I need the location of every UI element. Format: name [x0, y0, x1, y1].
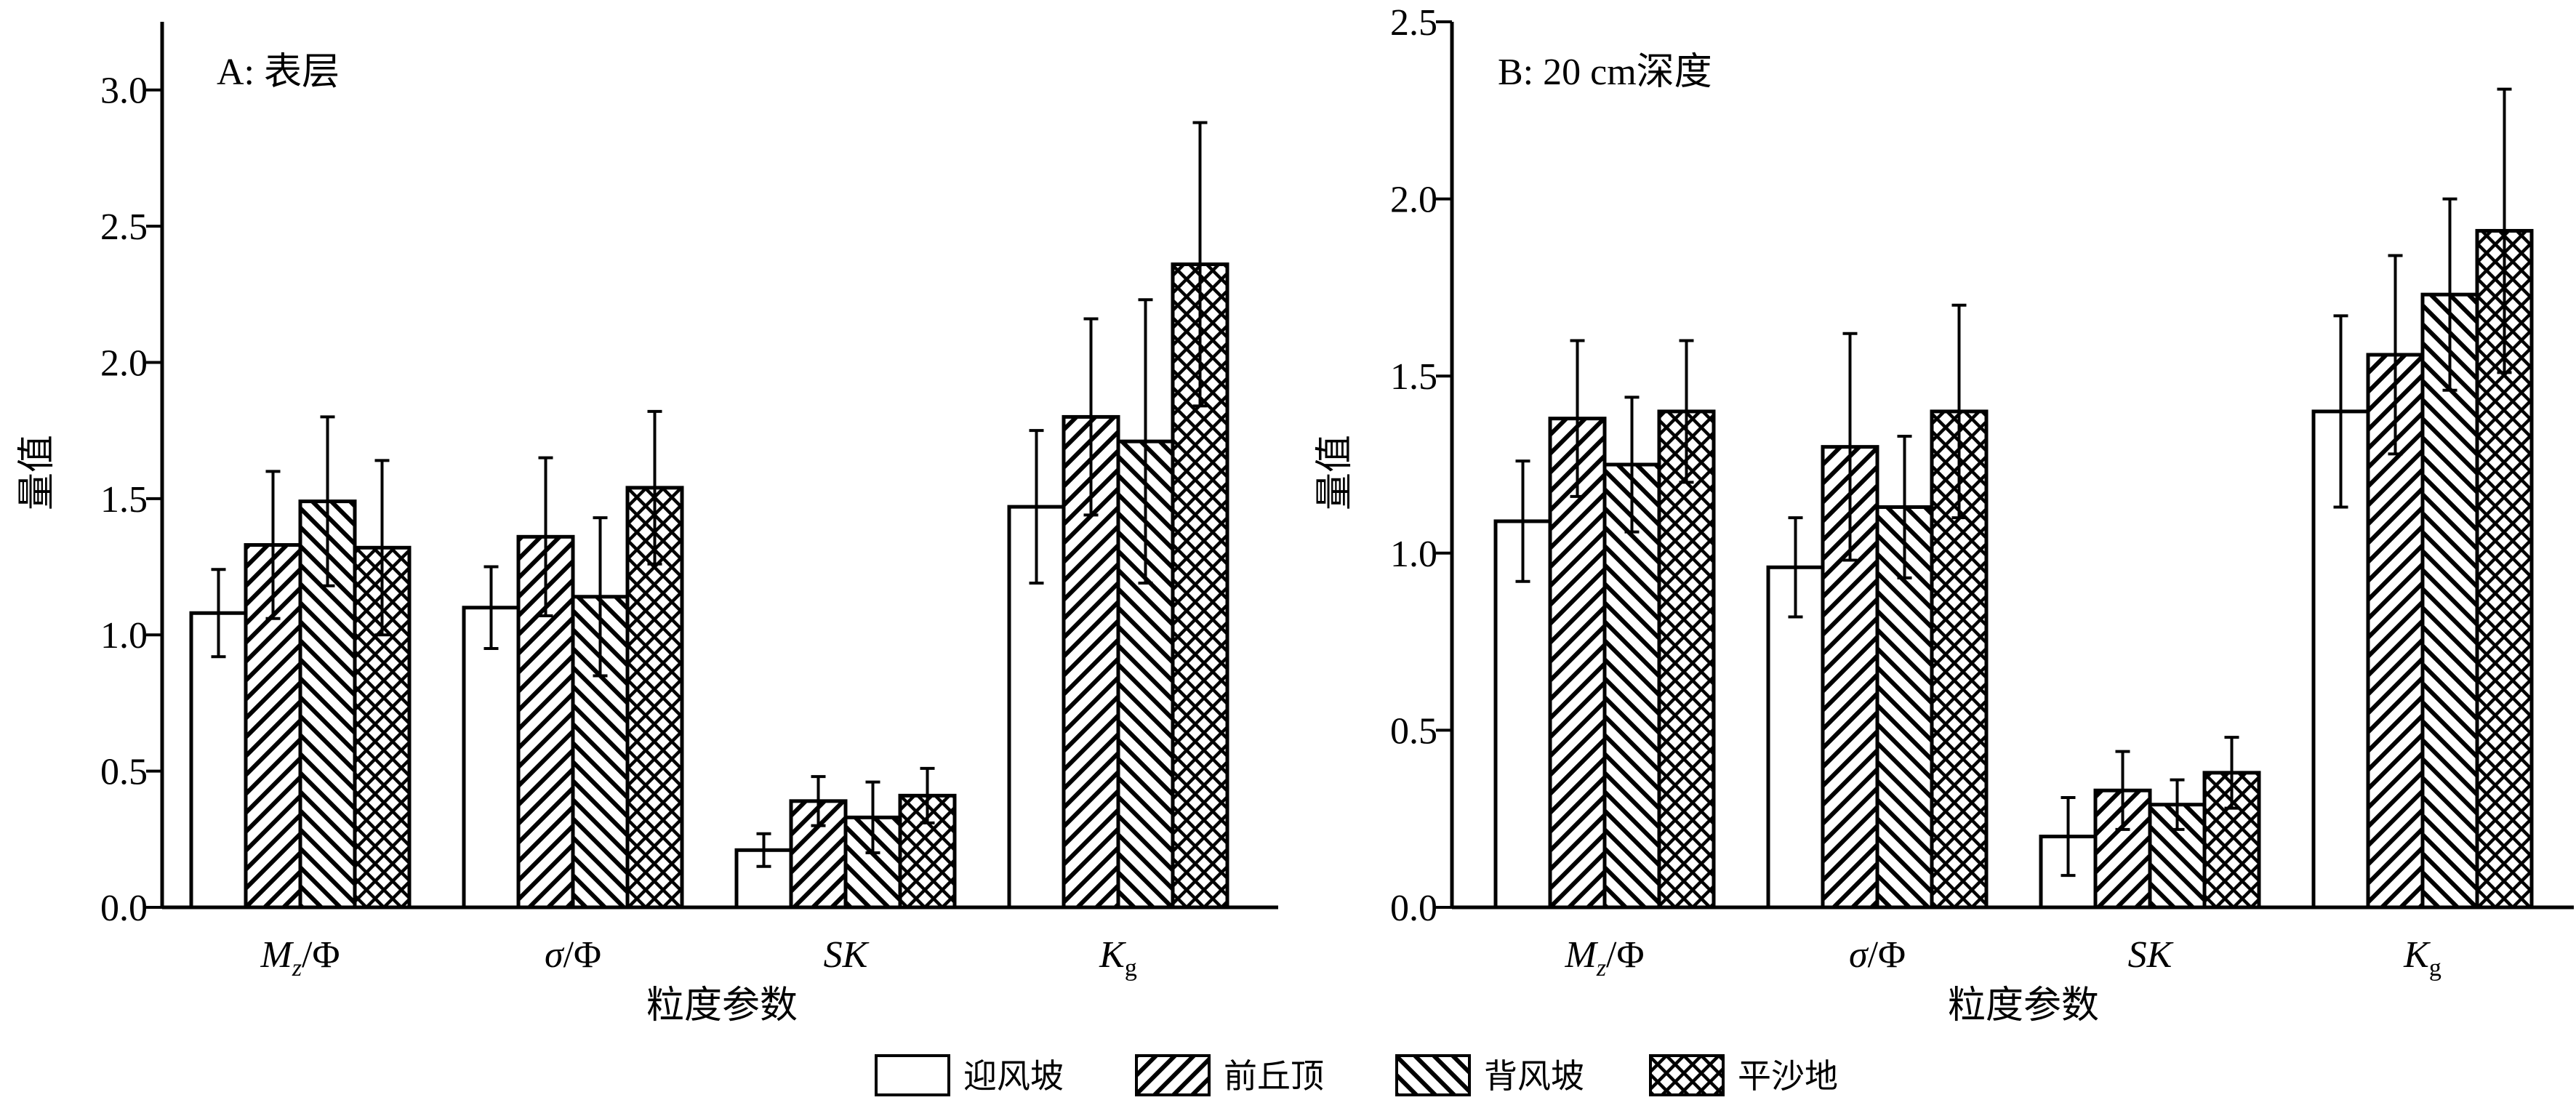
panel-b-y-tick-label: 2.0 [1390, 180, 1437, 221]
panel-a-category-label: Mz/Φ [260, 934, 340, 981]
panel-a-error-bar [538, 456, 553, 617]
panel-b-error-bar [2224, 736, 2239, 810]
panel-a-error-bar [320, 415, 335, 587]
panel-a-error-bar [1138, 298, 1153, 585]
legend: 迎风坡 前丘顶 背风坡 平沙地 [875, 1054, 1838, 1096]
panel-a-error-bar [265, 470, 281, 620]
panel-a-error-bar [1029, 429, 1044, 585]
panel-b-y-tick-label: 1.0 [1390, 534, 1437, 575]
panel-b: B: 20 cm深度 量值 粒度参数 0.0 0.5 1.0 1.5 2.0 2.5 Mz/… [1313, 2, 2574, 1027]
panel-b-category-label: SK [2128, 934, 2174, 976]
legend-swatch-dune-crest [1135, 1054, 1211, 1096]
panel-a-y-tick-label: 2.5 [100, 206, 148, 248]
panel-b-error-bar [2333, 314, 2348, 509]
panel-a: A: 表层 量值 粒度参数 0.0 0.5 1.0 1.5 2.0 2.5 3.0 Mz/Φ σ… [15, 22, 1278, 1027]
panel-b-error-bar [2170, 778, 2185, 831]
panel-b-error-bar [2115, 750, 2130, 831]
legend-swatch-flat-sand [1649, 1054, 1725, 1096]
panel-b-error-bar [1515, 459, 1530, 583]
panel-b-y-tick-label: 0.5 [1390, 710, 1437, 752]
panel-b-y-tick-label: 1.5 [1390, 356, 1437, 398]
panel-b-error-bar [2442, 197, 2457, 392]
panel-a-error-bar [647, 409, 662, 566]
panel-b-error-bar [2388, 254, 2403, 456]
legend-swatch-leeward [1395, 1054, 1471, 1096]
legend-label-leeward: 背风坡 [1484, 1056, 1584, 1096]
panel-a-y-tick-label: 0.0 [100, 888, 148, 929]
panel-a-bar-windward [462, 606, 521, 910]
panel-a-error-bar [211, 568, 226, 659]
legend-label-dune-crest: 前丘顶 [1224, 1056, 1324, 1096]
panel-a-error-bar [920, 766, 935, 824]
panel-b-category-label: σ/Φ [1849, 934, 1906, 976]
panel-b-error-bar [1679, 339, 1694, 484]
panel-a-error-bar [1192, 121, 1208, 408]
panel-a-y-tick-label: 2.0 [100, 342, 148, 384]
panel-a-error-bar [483, 565, 499, 650]
panel-b-bar-flat-sand [1657, 409, 1716, 910]
panel-b-x-axis-label: 粒度参数 [1948, 984, 2099, 1027]
panel-a-category-label: σ/Φ [545, 934, 601, 976]
panel-b-error-bar [2061, 795, 2076, 878]
panel-a-error-bar [374, 459, 390, 637]
panel-b-error-bar [1788, 516, 1803, 619]
legend-label-flat-sand: 平沙地 [1738, 1056, 1838, 1096]
panel-b-y-tick-label: 2.5 [1390, 2, 1437, 44]
panel-b-error-bar [2497, 87, 2512, 374]
panel-a-y-tick-label: 1.0 [100, 615, 148, 657]
panel-b-error-bar [1570, 339, 1585, 498]
panel-b-label: B: 20 cm深度 [1498, 52, 1712, 93]
panel-a-error-bar [865, 780, 880, 855]
panel-a-y-tick-label: 1.5 [100, 479, 148, 521]
panel-a-y-axis-label: 量值 [15, 435, 59, 510]
panel-b-error-bar [1897, 435, 1912, 579]
panel-b-error-bar [1842, 332, 1858, 562]
panel-b-y-tick-label: 0.0 [1390, 888, 1437, 929]
panel-a-error-bar [811, 775, 826, 827]
panel-b-bar-leeward [2420, 292, 2479, 910]
panel-a-error-bar [756, 832, 771, 868]
panel-b-category-label: Mz/Φ [1564, 934, 1644, 981]
panel-a-error-bar [1083, 317, 1099, 517]
panel-b-error-bar [1624, 396, 1640, 534]
panel-a-category-label: Kg [1099, 934, 1137, 981]
panel-a-error-bar [593, 516, 608, 678]
legend-label-windward: 迎风坡 [963, 1056, 1064, 1096]
panel-b-category-label: Kg [2403, 934, 2441, 981]
panel-a-y-tick-label: 0.5 [100, 752, 148, 793]
panel-a-x-axis-label: 粒度参数 [646, 984, 798, 1027]
panel-a-y-tick-label: 3.0 [100, 71, 148, 112]
panel-a-label: A: 表层 [217, 52, 340, 93]
legend-swatch-windward [875, 1054, 950, 1096]
panel-b-bar-dune-crest [1821, 445, 1879, 910]
panel-a-category-label: SK [824, 934, 870, 976]
panel-b-error-bar [1951, 303, 1967, 520]
panel-b-y-axis-label: 量值 [1313, 435, 1357, 510]
